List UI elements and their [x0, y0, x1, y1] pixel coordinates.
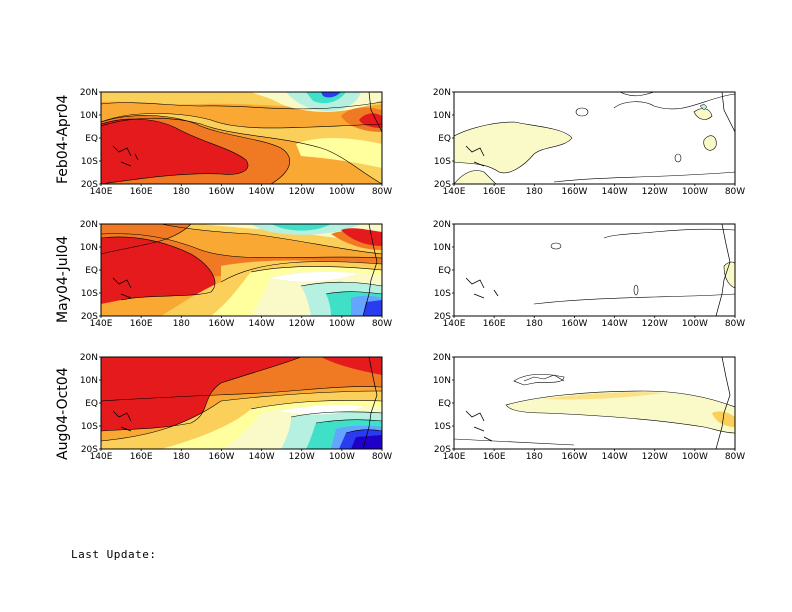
row-label-2: May04-Jul04: [55, 236, 71, 323]
lat-tick-label: 10N: [433, 243, 451, 253]
lon-tick-label: 100W: [682, 452, 708, 462]
lon-tick-label: 140W: [602, 319, 628, 329]
lon-tick-label: 180: [526, 452, 543, 462]
lon-tick-label: 180: [526, 319, 543, 329]
lat-tick-label: EQ: [85, 399, 98, 409]
lon-tick-label: 180: [526, 187, 543, 197]
last-update-label: Last Update:: [71, 548, 157, 561]
lon-tick-label: 100W: [329, 187, 355, 197]
lat-tick-label: 20N: [80, 88, 98, 98]
lon-tick-label: 80W: [372, 452, 392, 462]
lon-tick-label: 180: [173, 452, 190, 462]
lon-tick-label: 140E: [443, 187, 466, 197]
lat-tick-label: 10S: [434, 422, 451, 432]
panel-row1-left: [100, 91, 383, 185]
lon-tick-label: 80W: [725, 452, 745, 462]
lat-tick-label: 10S: [434, 289, 451, 299]
lat-tick-label: 10N: [80, 243, 98, 253]
axis-ticks: 140E 160E 180 160W 140W 120W 100W 80W 20N 10N EQ 10…: [80, 88, 745, 462]
lat-tick-label: 10N: [80, 376, 98, 386]
lon-tick-label: 140E: [90, 319, 113, 329]
lat-tick-label: EQ: [438, 266, 451, 276]
lon-tick-label: 160E: [483, 187, 506, 197]
lat-tick-label: 20S: [81, 180, 98, 190]
panel-row3-left: [100, 356, 383, 450]
lon-tick-label: 140E: [90, 187, 113, 197]
lon-tick-label: 160E: [130, 319, 153, 329]
lon-tick-label: 160W: [208, 319, 234, 329]
panel-row1-right: [453, 91, 736, 185]
lon-tick-label: 140W: [602, 452, 628, 462]
panel-row2-right: [453, 223, 736, 317]
lat-tick-label: 20S: [434, 180, 451, 190]
lon-tick-label: 120W: [289, 187, 315, 197]
lon-tick-label: 180: [173, 319, 190, 329]
lon-tick-label: 140E: [443, 452, 466, 462]
lat-tick-label: 20N: [433, 353, 451, 363]
lat-tick-label: 20N: [433, 88, 451, 98]
lat-tick-label: 10S: [81, 422, 98, 432]
lon-tick-label: 160E: [483, 319, 506, 329]
lon-tick-label: 160E: [130, 452, 153, 462]
lon-tick-label: 160E: [130, 187, 153, 197]
lat-tick-label: EQ: [85, 134, 98, 144]
lon-tick-label: 160E: [483, 452, 506, 462]
lat-tick-label: 20S: [434, 312, 451, 322]
lon-tick-label: 140E: [443, 319, 466, 329]
lat-tick-label: 20S: [81, 312, 98, 322]
lon-tick-label: 80W: [372, 187, 392, 197]
lat-tick-label: 10S: [81, 289, 98, 299]
lat-tick-label: 10N: [433, 111, 451, 121]
row-label-3: Aug04-Oct04: [55, 367, 71, 460]
lat-tick-label: 10N: [433, 376, 451, 386]
lon-tick-label: 120W: [642, 452, 668, 462]
lon-tick-label: 120W: [289, 319, 315, 329]
lat-tick-label: 10S: [81, 157, 98, 167]
lat-tick-label: EQ: [438, 134, 451, 144]
lat-tick-label: 20N: [80, 353, 98, 363]
lon-tick-label: 160W: [561, 319, 587, 329]
lon-tick-label: 100W: [329, 319, 355, 329]
lat-tick-label: 20S: [434, 445, 451, 455]
lon-tick-label: 160W: [208, 452, 234, 462]
lon-tick-label: 140W: [249, 452, 275, 462]
lon-tick-label: 120W: [289, 452, 315, 462]
lon-tick-label: 80W: [372, 319, 392, 329]
lat-tick-label: EQ: [438, 399, 451, 409]
lon-tick-label: 160W: [561, 187, 587, 197]
lon-tick-label: 100W: [682, 319, 708, 329]
lat-tick-label: 20N: [433, 220, 451, 230]
lon-tick-label: 80W: [725, 319, 745, 329]
lat-tick-label: 20S: [81, 445, 98, 455]
lat-tick-label: 20N: [80, 220, 98, 230]
lon-tick-label: 140W: [249, 187, 275, 197]
lat-tick-label: EQ: [85, 266, 98, 276]
lon-tick-label: 100W: [682, 187, 708, 197]
lon-tick-label: 140W: [249, 319, 275, 329]
lon-tick-label: 160W: [561, 452, 587, 462]
lon-tick-label: 120W: [642, 319, 668, 329]
lon-tick-label: 180: [173, 187, 190, 197]
lon-tick-label: 80W: [725, 187, 745, 197]
lon-tick-label: 140W: [602, 187, 628, 197]
lat-tick-label: 10N: [80, 111, 98, 121]
lat-tick-label: 10S: [434, 157, 451, 167]
lon-tick-label: 100W: [329, 452, 355, 462]
panel-row2-left: [100, 223, 383, 317]
lon-tick-label: 140E: [90, 452, 113, 462]
lon-tick-label: 160W: [208, 187, 234, 197]
row-label-1: Feb04-Apr04: [55, 95, 71, 184]
panel-row3-right: [453, 356, 736, 450]
lon-tick-label: 120W: [642, 187, 668, 197]
